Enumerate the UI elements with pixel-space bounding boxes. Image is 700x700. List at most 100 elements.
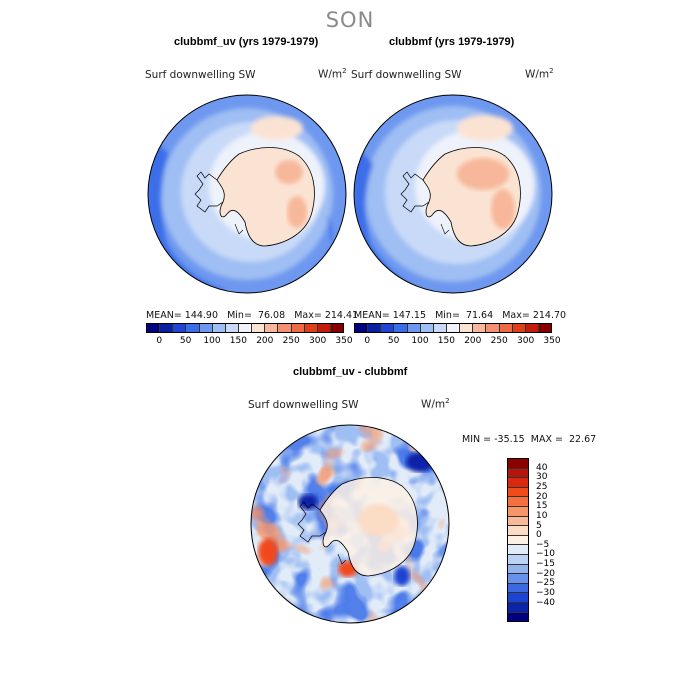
colorbar-swatch	[212, 324, 226, 332]
colorbar-tick-label: 200	[464, 336, 482, 346]
colorbar-swatch	[508, 564, 528, 575]
colorbar-tick-label: 300	[517, 336, 535, 346]
colorbar-tick-label: −10	[536, 549, 555, 560]
colorbar-tick-label: 5	[536, 520, 542, 531]
colorbar-tick-label: 0	[156, 336, 163, 346]
colorbar-swatch	[252, 324, 266, 332]
panel-1-colorbar	[146, 323, 344, 333]
panel-2-stats: MEAN= 147.15 Min= 71.64 Max= 214.70	[354, 310, 567, 321]
colorbar-swatch	[199, 324, 213, 332]
colorbar-tick-label: 20	[536, 491, 548, 502]
colorbar-swatch	[355, 324, 369, 332]
colorbar-tick-label: −5	[536, 539, 550, 550]
panel-3-variable: Surf downwelling SW	[248, 399, 359, 411]
colorbar-swatch	[508, 612, 528, 622]
colorbar-tick-label: 30	[536, 472, 548, 483]
colorbar-tick-label: 100	[203, 336, 221, 346]
colorbar-tick-label: −30	[536, 588, 555, 599]
colorbar-swatch	[420, 324, 434, 332]
panel-1-units: W/m2	[318, 67, 347, 81]
colorbar-tick-label: 150	[229, 336, 247, 346]
colorbar-swatch	[473, 324, 487, 332]
colorbar-swatch	[508, 583, 528, 594]
colorbar-tick-label: 15	[536, 501, 548, 512]
colorbar-tick-label: 350	[543, 336, 561, 346]
colorbar-swatch	[486, 324, 500, 332]
colorbar-tick-label: 0	[536, 530, 542, 541]
colorbar-tick-label: 10	[536, 510, 548, 521]
panel-1-variable: Surf downwelling SW	[145, 69, 256, 81]
colorbar-swatch	[394, 324, 408, 332]
colorbar-swatch	[368, 324, 382, 332]
colorbar-swatch	[508, 516, 528, 527]
panel-2-title: clubbmf (yrs 1979-1979)	[389, 36, 515, 48]
colorbar-swatch	[317, 324, 331, 332]
colorbar-swatch	[278, 324, 292, 332]
colorbar-tick-label: 0	[364, 336, 371, 346]
colorbar-swatch	[508, 459, 528, 469]
colorbar-swatch	[225, 324, 239, 332]
colorbar-swatch	[508, 468, 528, 479]
colorbar-swatch	[508, 593, 528, 603]
panel-1-colorbar-labels: 0 50 100 150 200 250 300 350	[146, 336, 352, 348]
colorbar-swatch	[291, 324, 305, 332]
panel-3-title: clubbmf_uv - clubbmf	[293, 366, 408, 378]
colorbar-swatch	[265, 324, 279, 332]
season-title: SON	[325, 8, 375, 32]
colorbar-tick-label: 300	[309, 336, 327, 346]
panel-3-units: W/m2	[421, 397, 450, 411]
colorbar-swatch	[508, 545, 528, 555]
colorbar-swatch	[508, 526, 528, 536]
colorbar-swatch	[508, 535, 528, 546]
colorbar-swatch	[433, 324, 447, 332]
panel-3-colorbar-labels: 40 30 25 20 15 10 5 0 −5 −10 −15 −20 −25 −30 −40	[536, 458, 576, 622]
panel-3-colorbar	[507, 458, 529, 622]
colorbar-swatch	[460, 324, 474, 332]
colorbar-swatch	[508, 506, 528, 517]
panel-3-map	[250, 424, 450, 624]
colorbar-swatch	[186, 324, 200, 332]
colorbar-tick-label: 25	[536, 481, 548, 492]
colorbar-swatch	[508, 487, 528, 498]
colorbar-tick-label: −40	[536, 597, 555, 608]
colorbar-swatch	[508, 554, 528, 565]
colorbar-swatch	[508, 497, 528, 507]
colorbar-swatch	[381, 324, 395, 332]
colorbar-tick-label: 250	[282, 336, 300, 346]
panel-1-map	[147, 94, 347, 294]
colorbar-tick-label: 250	[490, 336, 508, 346]
colorbar-swatch	[525, 324, 539, 332]
panel-1-title: clubbmf_uv (yrs 1979-1979)	[174, 36, 319, 48]
colorbar-swatch	[330, 324, 344, 332]
colorbar-tick-label: 150	[437, 336, 455, 346]
colorbar-swatch	[508, 574, 528, 584]
colorbar-tick-label: 50	[387, 336, 400, 346]
colorbar-swatch	[173, 324, 187, 332]
colorbar-tick-label: 50	[179, 336, 192, 346]
colorbar-tick-label: 40	[536, 462, 548, 473]
panel-2-map	[353, 94, 553, 294]
colorbar-tick-label: 200	[256, 336, 274, 346]
panel-1-stats: MEAN= 144.90 Min= 76.08 Max= 214.41	[146, 310, 359, 321]
colorbar-swatch	[499, 324, 513, 332]
colorbar-swatch	[538, 324, 552, 332]
panel-2-colorbar	[354, 323, 552, 333]
colorbar-swatch	[512, 324, 526, 332]
colorbar-swatch	[508, 602, 528, 613]
panel-3-stats: MIN = -35.15 MAX = 22.67	[462, 434, 597, 445]
colorbar-tick-label: −15	[536, 559, 555, 570]
colorbar-swatch	[160, 324, 174, 332]
colorbar-swatch	[147, 324, 161, 332]
colorbar-tick-label: 350	[335, 336, 353, 346]
panel-2-variable: Surf downwelling SW	[351, 69, 462, 81]
colorbar-swatch	[407, 324, 421, 332]
colorbar-swatch	[446, 324, 461, 332]
panel-2-colorbar-labels: 0 50 100 150 200 250 300 350	[354, 336, 560, 348]
colorbar-swatch	[238, 324, 253, 332]
colorbar-tick-label: −25	[536, 578, 555, 589]
colorbar-swatch	[508, 478, 528, 488]
colorbar-tick-label: 100	[411, 336, 429, 346]
panel-2-units: W/m2	[525, 67, 554, 81]
colorbar-swatch	[304, 324, 318, 332]
colorbar-tick-label: −20	[536, 568, 555, 579]
